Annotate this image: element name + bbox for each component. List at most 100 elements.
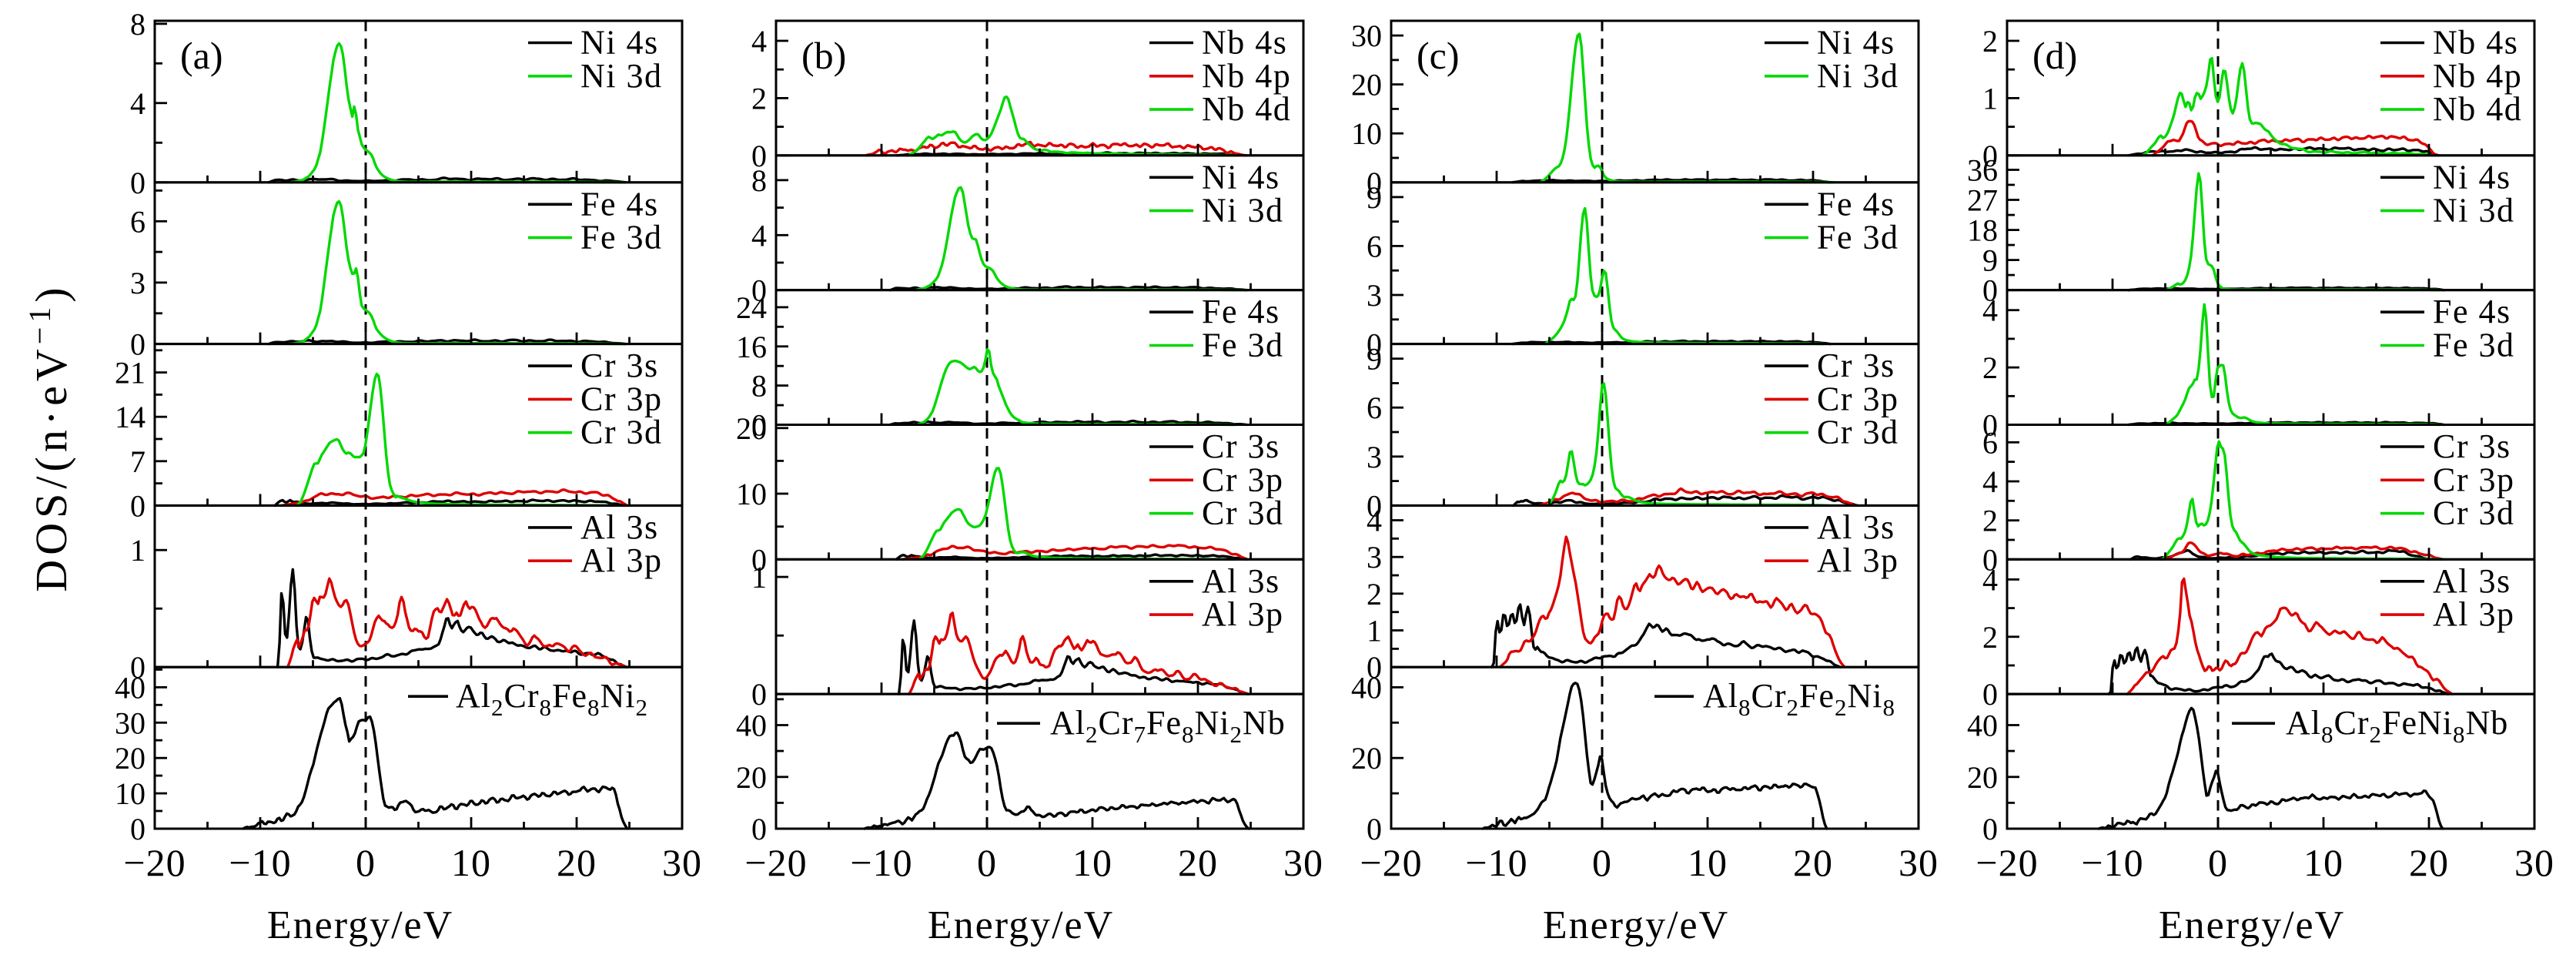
svg-text:Al2Cr7Fe8Ni2Nb: Al2Cr7Fe8Ni2Nb	[1050, 704, 1286, 748]
svg-text:0: 0	[356, 841, 376, 884]
svg-text:Al 3p: Al 3p	[2433, 595, 2515, 633]
svg-text:0: 0	[130, 650, 146, 685]
svg-text:0: 0	[1592, 841, 1612, 884]
svg-text:36: 36	[1967, 153, 1998, 188]
svg-text:10: 10	[451, 841, 491, 884]
svg-text:2: 2	[1982, 350, 1998, 385]
svg-text:−20: −20	[744, 841, 807, 884]
svg-text:40: 40	[115, 670, 146, 705]
svg-text:3: 3	[1367, 440, 1382, 474]
svg-text:Cr 3s: Cr 3s	[1817, 347, 1895, 384]
svg-text:Fe 4s: Fe 4s	[1202, 293, 1280, 330]
svg-text:20: 20	[736, 760, 767, 795]
svg-text:Ni 4s: Ni 4s	[2433, 158, 2511, 196]
svg-text:20: 20	[736, 411, 767, 446]
svg-text:Nb 4d: Nb 4d	[1202, 90, 1291, 128]
svg-text:2: 2	[1982, 24, 1998, 59]
svg-text:2: 2	[1982, 504, 1998, 538]
svg-text:4: 4	[1982, 464, 1998, 499]
svg-text:20: 20	[2409, 841, 2449, 884]
svg-text:3: 3	[130, 266, 146, 300]
svg-text:9: 9	[1367, 180, 1382, 215]
svg-text:Al8Cr2FeNi8Nb: Al8Cr2FeNi8Nb	[2286, 704, 2508, 748]
svg-text:0: 0	[751, 273, 767, 308]
svg-text:0: 0	[130, 812, 146, 846]
svg-text:0: 0	[130, 327, 146, 362]
svg-text:−20: −20	[1975, 841, 2038, 884]
svg-text:Al 3s: Al 3s	[1202, 562, 1280, 600]
svg-text:30: 30	[1283, 841, 1323, 884]
svg-text:1: 1	[751, 560, 767, 595]
svg-text:3: 3	[1367, 278, 1382, 313]
svg-text:20: 20	[1178, 841, 1218, 884]
svg-text:6: 6	[1367, 390, 1382, 425]
svg-text:Nb 4p: Nb 4p	[1202, 57, 1291, 95]
svg-text:2: 2	[1367, 577, 1382, 612]
svg-text:(c): (c)	[1417, 34, 1460, 77]
svg-text:0: 0	[977, 841, 997, 884]
svg-text:6: 6	[1982, 425, 1998, 460]
svg-text:4: 4	[130, 86, 146, 121]
svg-text:1: 1	[1367, 614, 1382, 648]
svg-text:1: 1	[130, 533, 146, 568]
svg-text:Cr 3p: Cr 3p	[580, 380, 663, 417]
svg-text:Fe 4s: Fe 4s	[1817, 185, 1895, 223]
svg-text:0: 0	[751, 812, 767, 846]
svg-text:8: 8	[751, 369, 767, 404]
svg-text:10: 10	[2303, 841, 2343, 884]
svg-text:0: 0	[1367, 327, 1382, 362]
svg-text:0: 0	[130, 166, 146, 200]
svg-text:9: 9	[1367, 342, 1382, 377]
svg-text:20: 20	[115, 741, 146, 776]
svg-text:4: 4	[751, 24, 767, 59]
svg-text:Fe 3d: Fe 3d	[1817, 219, 1899, 256]
svg-text:0: 0	[751, 677, 767, 712]
svg-text:Energy/eV: Energy/eV	[2159, 903, 2345, 947]
svg-text:Cr 3p: Cr 3p	[1817, 380, 1899, 417]
svg-text:Ni 4s: Ni 4s	[1202, 158, 1280, 196]
svg-text:2: 2	[751, 81, 767, 116]
svg-text:2: 2	[1982, 620, 1998, 655]
svg-text:0: 0	[1367, 166, 1382, 200]
svg-text:30: 30	[662, 841, 702, 884]
svg-text:21: 21	[115, 356, 146, 390]
svg-text:0: 0	[1982, 408, 1998, 443]
svg-text:Al 3p: Al 3p	[1817, 541, 1899, 579]
svg-text:Al 3s: Al 3s	[1817, 508, 1895, 546]
svg-text:Cr 3p: Cr 3p	[1202, 461, 1284, 498]
svg-text:10: 10	[736, 477, 767, 511]
svg-text:7: 7	[130, 444, 146, 479]
svg-text:Al8Cr2Fe2Ni8: Al8Cr2Fe2Ni8	[1703, 677, 1895, 721]
svg-text:0: 0	[1367, 488, 1382, 523]
svg-text:0: 0	[1367, 812, 1382, 846]
svg-text:20: 20	[1967, 760, 1998, 795]
svg-text:6: 6	[130, 204, 146, 239]
svg-text:Ni 4s: Ni 4s	[580, 24, 659, 62]
svg-text:Nb 4s: Nb 4s	[2433, 24, 2518, 62]
svg-text:0: 0	[1982, 812, 1998, 846]
svg-text:30: 30	[1351, 18, 1382, 53]
svg-text:4: 4	[1367, 504, 1382, 538]
svg-text:20: 20	[1351, 68, 1382, 102]
svg-text:6: 6	[1367, 229, 1382, 263]
svg-text:(b): (b)	[801, 34, 846, 77]
svg-text:−20: −20	[123, 841, 186, 884]
svg-text:Nb 4d: Nb 4d	[2433, 90, 2522, 128]
svg-text:0: 0	[751, 139, 767, 173]
svg-text:Nb 4p: Nb 4p	[2433, 57, 2522, 95]
svg-text:Fe 3d: Fe 3d	[2433, 327, 2515, 364]
svg-text:18: 18	[1967, 213, 1998, 248]
svg-text:0: 0	[2208, 841, 2228, 884]
svg-text:27: 27	[1967, 183, 1998, 218]
svg-text:−20: −20	[1360, 841, 1422, 884]
svg-text:Al2Cr8Fe8Ni2: Al2Cr8Fe8Ni2	[456, 677, 648, 721]
svg-text:30: 30	[2514, 841, 2554, 884]
svg-text:−10: −10	[1465, 841, 1527, 884]
svg-text:10: 10	[115, 776, 146, 811]
svg-text:0: 0	[130, 488, 146, 523]
svg-text:0: 0	[1367, 650, 1382, 685]
svg-text:0: 0	[1982, 139, 1998, 173]
svg-text:Al 3p: Al 3p	[580, 541, 663, 579]
svg-text:3: 3	[1367, 540, 1382, 575]
svg-text:Energy/eV: Energy/eV	[1543, 903, 1729, 947]
